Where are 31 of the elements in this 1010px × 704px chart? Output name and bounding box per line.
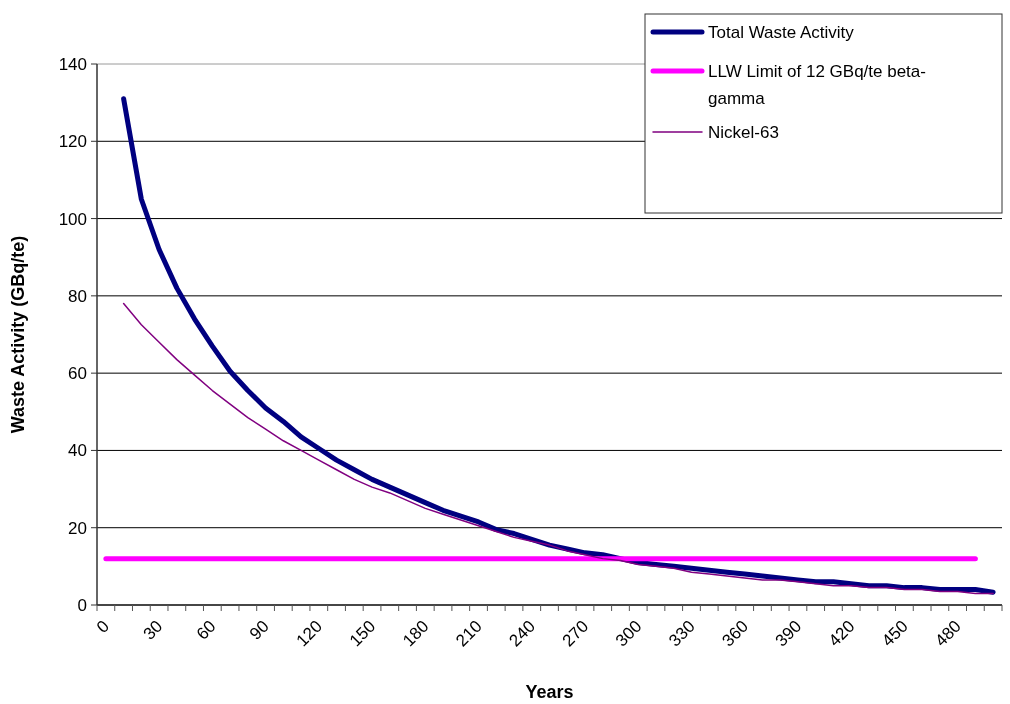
x-tick-label: 180 [399,616,433,651]
line-series [122,302,994,595]
legend-label: Nickel-63 [708,122,779,142]
x-tick-label: 300 [611,616,646,651]
x-tick-label: 60 [192,616,220,644]
y-tick-label: 80 [68,286,87,306]
y-axis-title: Waste Activity (GBq/te) [8,235,28,434]
legend-label: Total Waste Activity [708,22,855,42]
x-tick-label: 330 [665,616,699,651]
y-tick-label: 120 [58,132,87,152]
y-tick-label: 0 [77,595,87,615]
x-tick-label: 0 [92,616,114,637]
x-tick-label: 390 [771,616,806,651]
y-tick-label: 40 [68,441,87,461]
x-tick-label: 30 [139,616,167,644]
y-tick-label: 20 [68,518,87,538]
y-tick-label: 60 [68,364,87,384]
x-tick-label: 450 [878,616,912,651]
x-tick-label: 240 [505,616,539,651]
x-tick-label: 360 [718,616,752,651]
x-tick-label: 480 [931,616,965,651]
legend-label: LLW Limit of 12 GBq/te beta-gamma [708,61,926,108]
x-tick-label: 150 [345,616,380,651]
x-axis-title: Years [525,682,574,702]
x-tick-label: 270 [558,616,593,651]
x-tick-label: 210 [452,616,486,651]
x-tick-label: 420 [824,616,859,651]
x-tick-label: 90 [246,616,273,644]
y-tick-label: 140 [58,54,87,74]
x-tick-label: 120 [292,616,327,651]
y-tick-label: 100 [58,209,87,229]
